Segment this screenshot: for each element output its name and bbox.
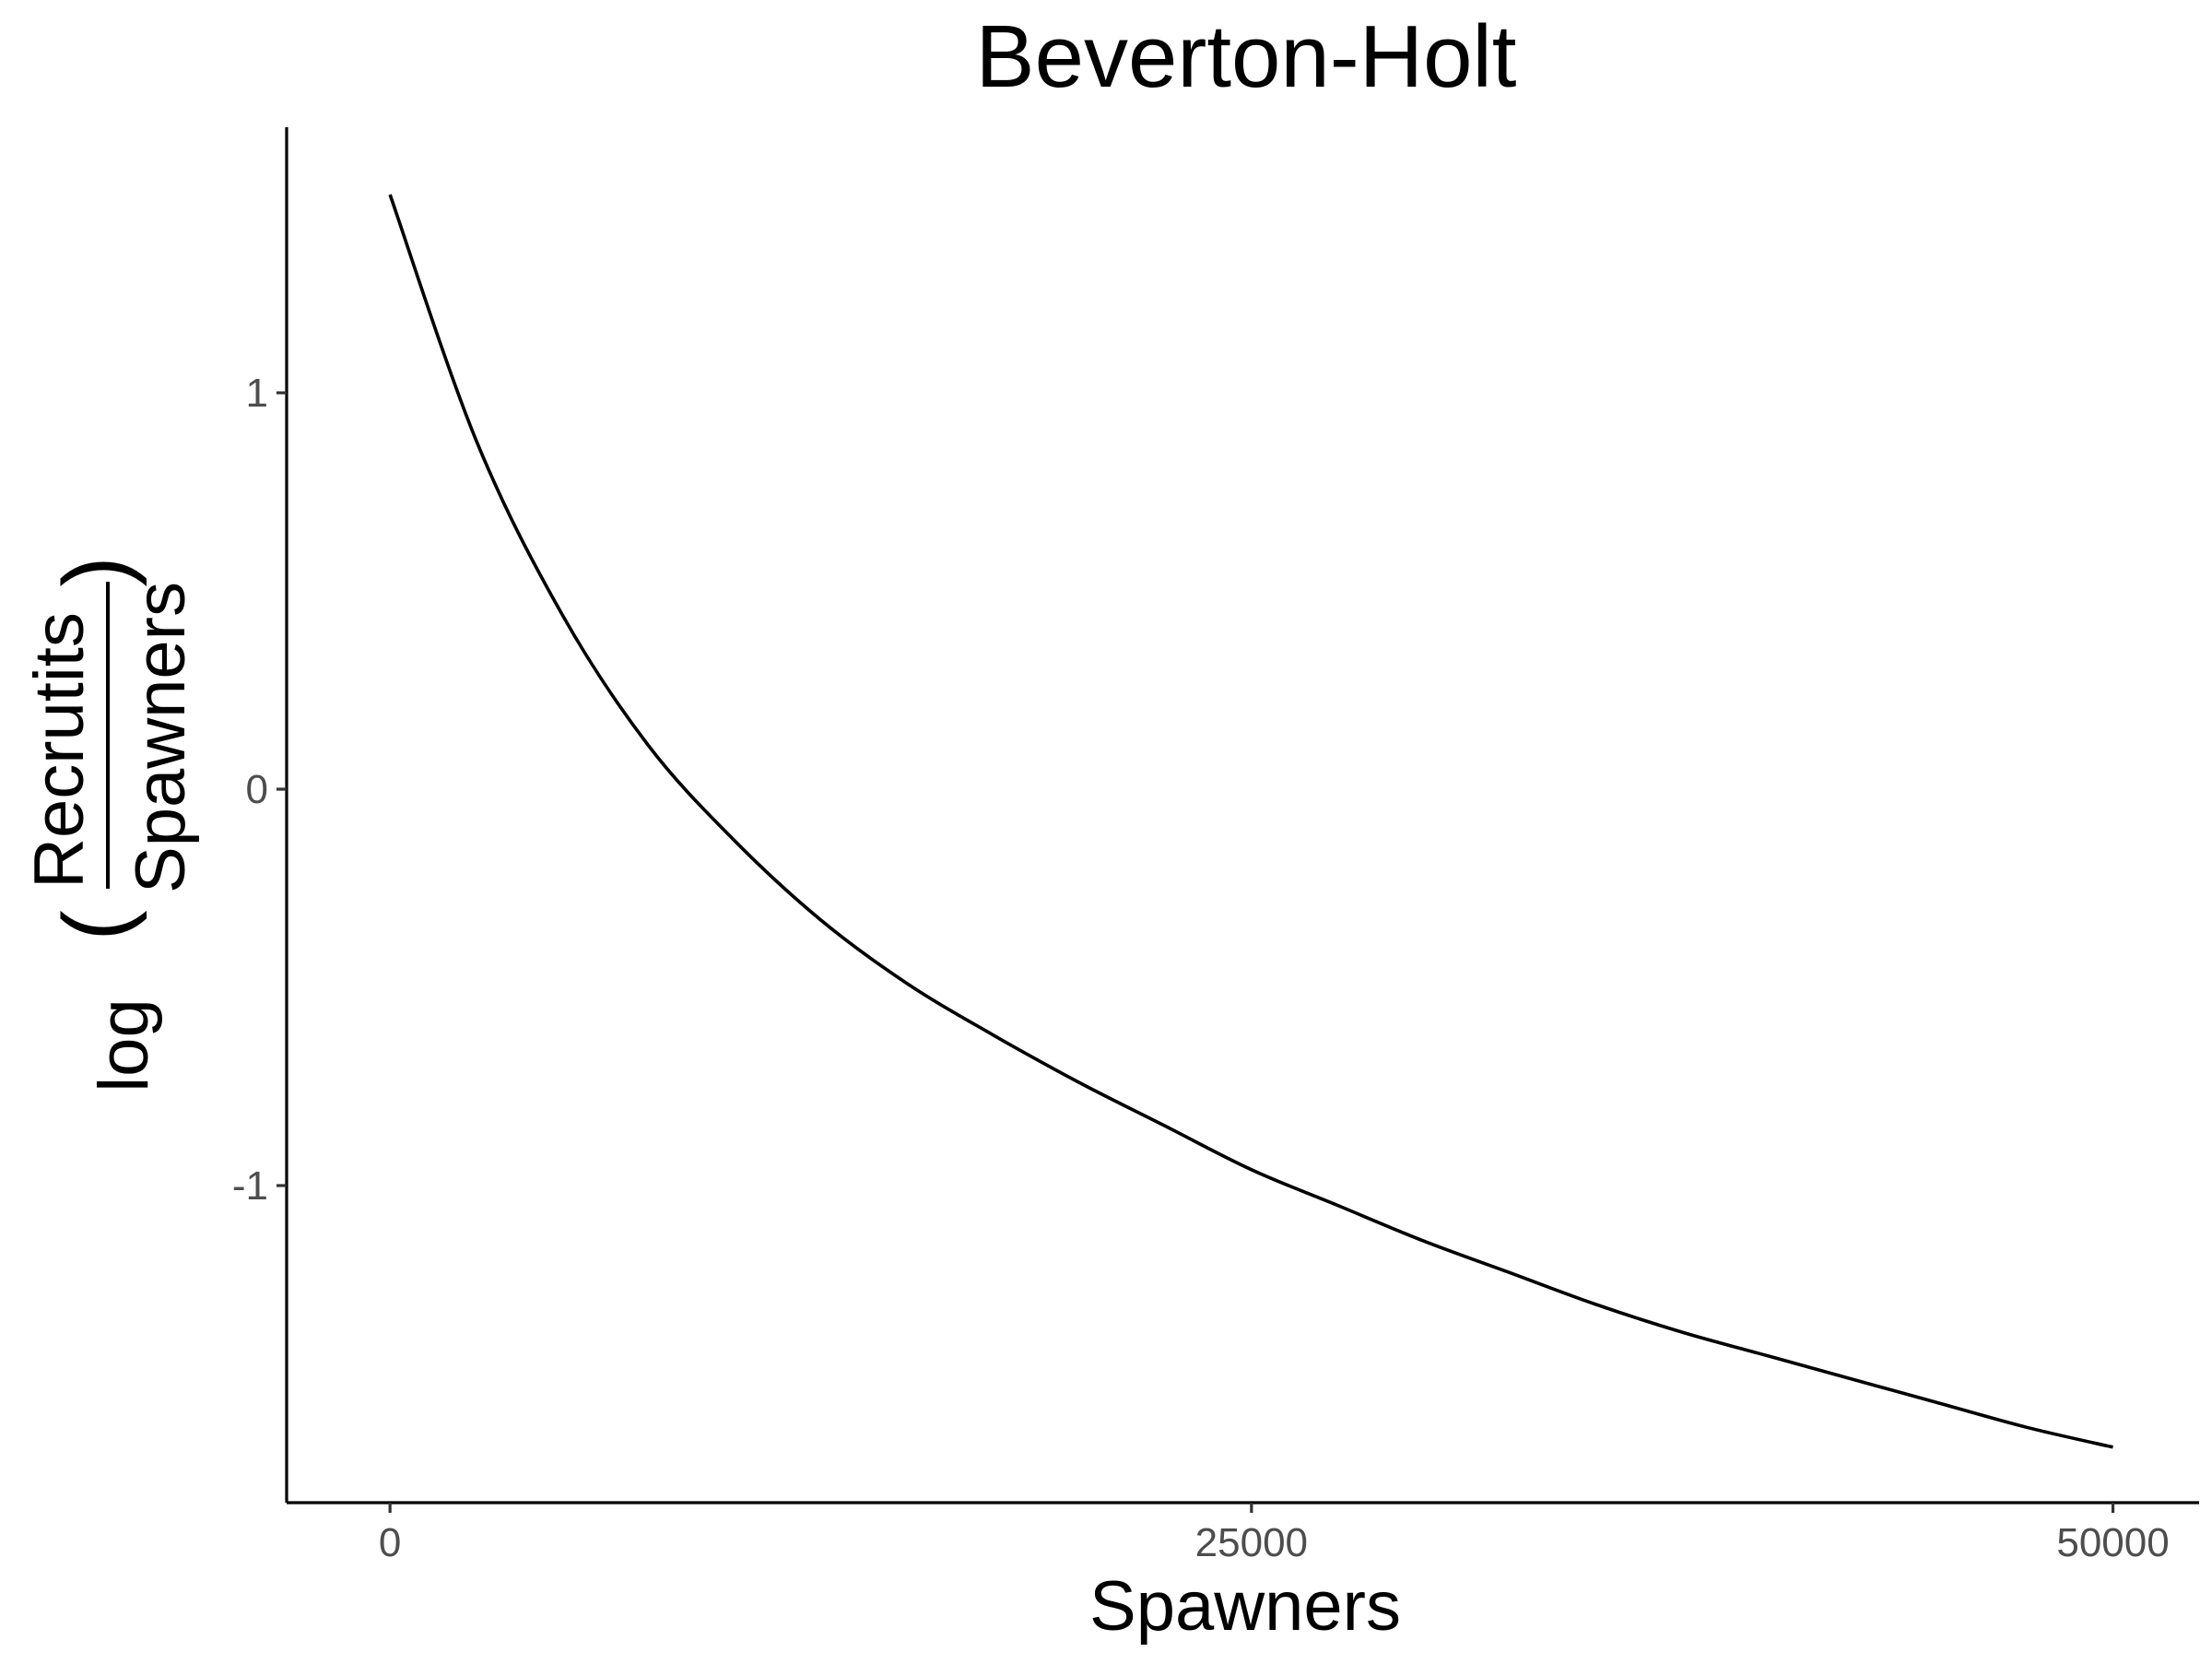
y-axis-title-log: log bbox=[85, 998, 163, 1092]
y-tick-label: 1 bbox=[246, 371, 268, 416]
series bbox=[388, 194, 2113, 1449]
chart-title: Beverton-Holt bbox=[976, 7, 1517, 106]
ticks: 0 25000 50000 -1 0 1 bbox=[232, 371, 2170, 1565]
y-axis-title-denominator: Spawners bbox=[122, 582, 200, 893]
x-tick-label: 25000 bbox=[1195, 1520, 1308, 1565]
series-line bbox=[388, 194, 2113, 1449]
y-tick-label: -1 bbox=[232, 1163, 268, 1209]
x-axis-title: Spawners bbox=[1089, 1567, 1401, 1646]
y-axis-title-close-paren: ) bbox=[44, 556, 147, 586]
y-tick-label: 0 bbox=[246, 767, 268, 812]
x-tick-label: 50000 bbox=[2056, 1520, 2169, 1565]
x-tick-label: 0 bbox=[379, 1520, 401, 1565]
y-axis-title-numerator: Recrutits bbox=[20, 612, 99, 889]
y-axis-title: log ( Recrutits Spawners ) bbox=[20, 556, 200, 1092]
y-axis-title-open-paren: ( bbox=[44, 910, 147, 940]
axes bbox=[285, 127, 2199, 1505]
